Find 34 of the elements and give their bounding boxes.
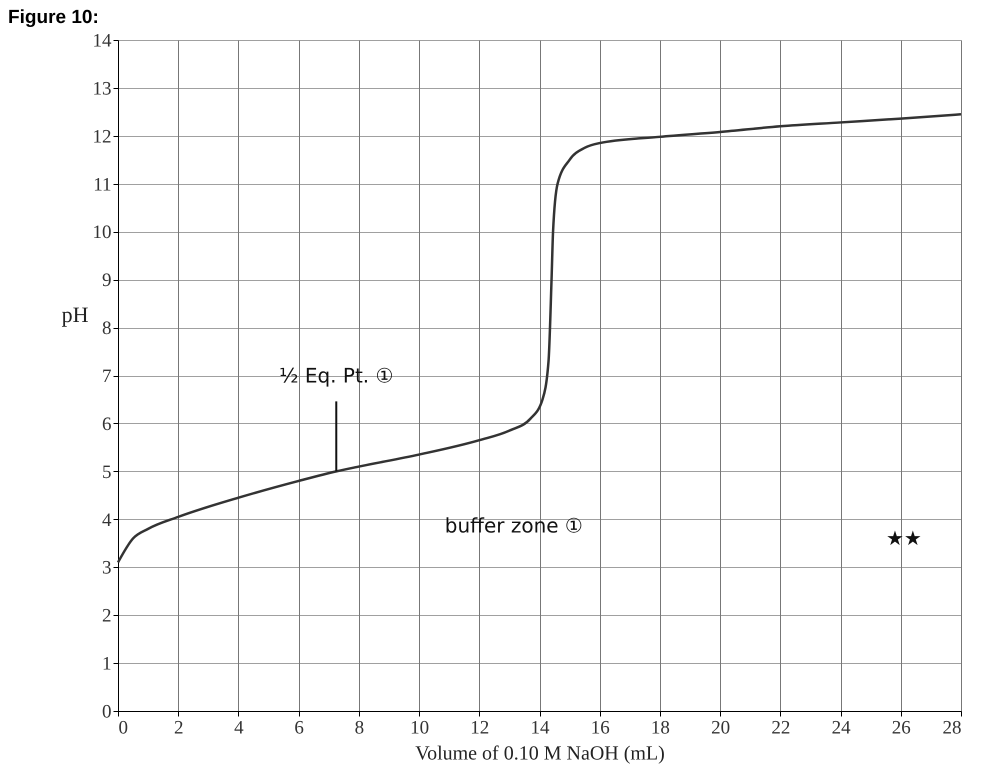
x-tick-label: 8 — [354, 718, 364, 738]
y-tick-label: 11 — [93, 174, 112, 196]
x-tick-label: 22 — [771, 718, 790, 738]
y-axis-title: pH — [62, 302, 89, 327]
x-tick-label: 20 — [711, 718, 730, 738]
y-tick-label: 3 — [102, 558, 112, 579]
line-series — [116, 113, 962, 564]
y-tick-label: 9 — [102, 270, 112, 292]
x-tick-label: 0 — [118, 718, 128, 738]
x-tick-label: 28 — [942, 718, 962, 738]
x-tick-label: 16 — [590, 718, 610, 738]
y-tick-label: 12 — [92, 126, 112, 148]
x-axis-title: Volume of 0.10 M NaOH (mL) — [415, 742, 665, 764]
y-tick-label: 6 — [102, 414, 112, 435]
x-tick-label: 18 — [650, 718, 670, 738]
y-tick-label: 10 — [92, 222, 112, 244]
y-tick-label: 2 — [102, 606, 112, 627]
y-tick-label: 13 — [92, 78, 112, 100]
x-tick-label: 12 — [470, 718, 490, 738]
y-tick-label: 14 — [92, 30, 112, 52]
y-tick-label: 8 — [102, 318, 112, 340]
y-tick-label: 5 — [102, 462, 112, 483]
x-tick-label: 4 — [234, 718, 244, 738]
y-tick-label: 1 — [102, 654, 112, 675]
x-tick-label: 10 — [410, 718, 430, 738]
x-tick-label: 6 — [294, 718, 304, 738]
y-tick-label: 4 — [102, 510, 112, 531]
x-tick-label: 24 — [832, 718, 852, 738]
y-tick-label: 7 — [102, 366, 112, 387]
y-tick-label: 0 — [102, 702, 112, 722]
chart-title: Figure 10: — [8, 7, 99, 28]
x-tick-label: 14 — [530, 718, 550, 738]
x-tick-label: 2 — [174, 718, 184, 738]
x-tick-label: 26 — [892, 718, 911, 738]
